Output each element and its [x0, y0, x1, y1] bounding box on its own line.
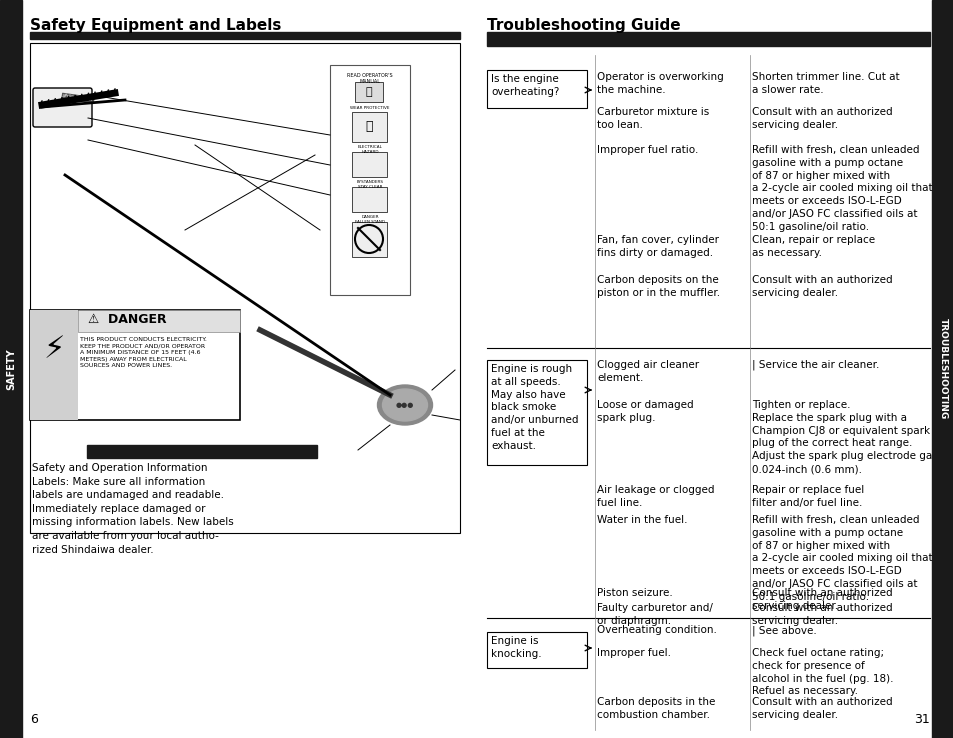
Bar	[87, 445, 316, 458]
Text: Refill with fresh, clean unleaded
gasoline with a pump octane
of 87 or higher mi: Refill with fresh, clean unleaded gasoli…	[751, 145, 932, 232]
Bar	[352, 187, 387, 212]
Bar	[486, 632, 586, 668]
Text: Fan, fan cover, cylinder
fins dirty or damaged.: Fan, fan cover, cylinder fins dirty or d…	[597, 235, 719, 258]
Text: 31: 31	[913, 713, 929, 726]
Text: Loose or damaged
spark plug.: Loose or damaged spark plug.	[597, 400, 693, 423]
Text: Engine is
knocking.: Engine is knocking.	[491, 636, 541, 659]
Bar	[931, 0, 953, 738]
Text: shindaiwa: shindaiwa	[62, 93, 94, 103]
Text: Is the engine
overheating?: Is the engine overheating?	[491, 74, 558, 97]
Text: Check fuel octane rating;
check for presence of
alcohol in the fuel (pg. 18).
Re: Check fuel octane rating; check for pres…	[751, 648, 893, 697]
Ellipse shape	[377, 385, 432, 425]
Text: ⚠  DANGER: ⚠ DANGER	[88, 313, 167, 326]
Bar	[352, 222, 387, 257]
Text: Consult with an authorized
servicing dealer.: Consult with an authorized servicing dea…	[751, 107, 892, 130]
Bar	[330, 65, 410, 295]
Bar	[486, 32, 929, 46]
Bar	[486, 70, 586, 108]
Text: 👷: 👷	[365, 120, 373, 134]
Text: Safety Equipment and Labels: Safety Equipment and Labels	[30, 18, 281, 33]
Ellipse shape	[382, 389, 427, 421]
Text: Air leakage or clogged
fuel line.: Air leakage or clogged fuel line.	[597, 485, 714, 508]
Text: 📖: 📖	[365, 87, 372, 97]
Text: Overheating condition.: Overheating condition.	[597, 625, 716, 635]
Text: DANGER
FALLEN STAND: DANGER FALLEN STAND	[355, 215, 385, 224]
Bar	[78, 310, 240, 332]
Text: Clogged air cleaner
element.: Clogged air cleaner element.	[597, 360, 699, 383]
Text: Clean, repair or replace
as necessary.: Clean, repair or replace as necessary.	[751, 235, 874, 258]
Bar	[30, 32, 459, 39]
Bar	[0, 0, 22, 738]
Text: Consult with an authorized
servicing dealer.: Consult with an authorized servicing dea…	[751, 603, 892, 626]
Text: Consult with an authorized
servicing dealer.: Consult with an authorized servicing dea…	[751, 697, 892, 720]
Text: Carburetor mixture is
too lean.: Carburetor mixture is too lean.	[597, 107, 708, 130]
Bar	[352, 152, 387, 177]
Text: Carbon deposits in the
combustion chamber.: Carbon deposits in the combustion chambe…	[597, 697, 715, 720]
Text: Faulty carburetor and/
or diaphragm.: Faulty carburetor and/ or diaphragm.	[597, 603, 712, 626]
Text: Safety and Operation Information
Labels: Make sure all information
labels are un: Safety and Operation Information Labels:…	[32, 463, 233, 554]
Text: Operator is overworking
the machine.: Operator is overworking the machine.	[597, 72, 723, 94]
Text: Repair or replace fuel
filter and/or fuel line.: Repair or replace fuel filter and/or fue…	[751, 485, 863, 508]
Bar	[30, 310, 78, 420]
Bar	[30, 43, 459, 533]
Text: ●●●: ●●●	[395, 402, 414, 408]
Text: Consult with an authorized
servicing dealer.: Consult with an authorized servicing dea…	[751, 588, 892, 611]
Text: Tighten or replace.
Replace the spark plug with a
Champion CJ8 or equivalent spa: Tighten or replace. Replace the spark pl…	[751, 400, 952, 474]
Bar	[486, 360, 586, 465]
Text: SAFETY: SAFETY	[6, 348, 16, 390]
Text: Refill with fresh, clean unleaded
gasoline with a pump octane
of 87 or higher mi: Refill with fresh, clean unleaded gasoli…	[751, 515, 932, 601]
Text: ⚡: ⚡	[43, 336, 65, 365]
Text: Improper fuel ratio.: Improper fuel ratio.	[597, 145, 698, 155]
FancyBboxPatch shape	[33, 88, 91, 127]
Text: WEAR PROTECTIVE: WEAR PROTECTIVE	[350, 106, 390, 110]
Text: TROUBLESHOOTING: TROUBLESHOOTING	[938, 318, 946, 420]
Text: Improper fuel.: Improper fuel.	[597, 648, 670, 658]
Text: ELECTRICAL
HAZARD: ELECTRICAL HAZARD	[357, 145, 382, 154]
Text: BYSTANDERS
STAY CLEAR: BYSTANDERS STAY CLEAR	[356, 180, 383, 189]
Bar	[355, 82, 382, 102]
Bar	[30, 310, 240, 420]
Text: Consult with an authorized
servicing dealer.: Consult with an authorized servicing dea…	[751, 275, 892, 298]
Bar	[352, 112, 387, 142]
Text: | Service the air cleaner.: | Service the air cleaner.	[751, 360, 879, 370]
Text: Shorten trimmer line. Cut at
a slower rate.: Shorten trimmer line. Cut at a slower ra…	[751, 72, 899, 94]
Text: Troubleshooting Guide: Troubleshooting Guide	[486, 18, 679, 33]
Text: Engine is rough
at all speeds.
May also have
black smoke
and/or unburned
fuel at: Engine is rough at all speeds. May also …	[491, 364, 578, 451]
Text: Piston seizure.: Piston seizure.	[597, 588, 672, 598]
Text: THIS PRODUCT CONDUCTS ELECTRICITY.
KEEP THE PRODUCT AND/OR OPERATOR
A MINIMUM DI: THIS PRODUCT CONDUCTS ELECTRICITY. KEEP …	[80, 337, 207, 368]
Text: | See above.: | See above.	[751, 625, 816, 635]
Text: Carbon deposits on the
piston or in the muffler.: Carbon deposits on the piston or in the …	[597, 275, 720, 298]
Text: READ OPERATOR'S
MANUAL: READ OPERATOR'S MANUAL	[347, 73, 393, 84]
Text: 6: 6	[30, 713, 38, 726]
Text: Water in the fuel.: Water in the fuel.	[597, 515, 687, 525]
